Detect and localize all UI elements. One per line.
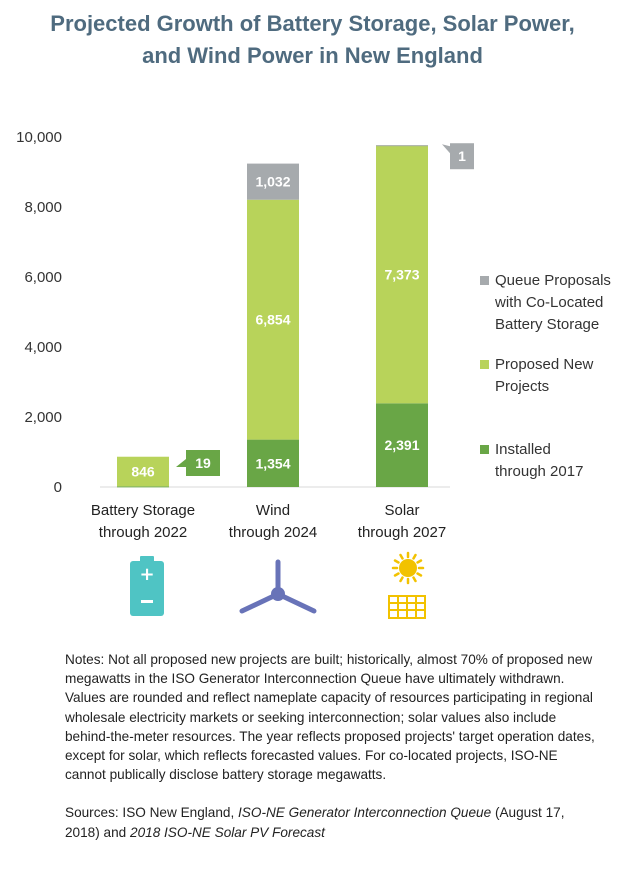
- data-label: 1,032: [255, 174, 290, 190]
- data-label: 6,854: [255, 312, 290, 328]
- data-label: 2,391: [384, 437, 419, 453]
- sun-ray: [416, 572, 423, 577]
- bars: 19 846 1,354 6,854 1,032 2,391 7,373 1: [117, 143, 474, 488]
- category-label: Wind: [256, 502, 290, 519]
- category-label: Battery Storage: [91, 502, 195, 519]
- y-tick-label: 4,000: [24, 339, 62, 356]
- wind-turbine-icon: [239, 559, 317, 614]
- sources-middle: (August 17, 2018) and: [65, 805, 565, 840]
- sources-doc-1: ISO-NE Generator Interconnection Queue: [238, 805, 492, 821]
- legend-label: Queue Proposals: [495, 272, 611, 289]
- sun-ray: [412, 576, 417, 583]
- legend-swatch: [480, 445, 489, 454]
- bar-segment: [117, 456, 169, 487]
- sun-ray: [399, 553, 404, 560]
- stacked-bar-chart: 0 2,000 4,000 6,000 8,000 10,000 19 846 1,354 6,…: [16, 129, 611, 619]
- data-label: 1: [458, 148, 466, 164]
- legend-label: Proposed New: [495, 356, 594, 373]
- data-label: 19: [195, 455, 211, 471]
- bar-segment: [376, 145, 428, 404]
- sources-doc-2: 2018 ISO-NE Solar PV Forecast: [130, 824, 325, 840]
- data-label-box: [186, 450, 220, 476]
- data-label: 1,354: [255, 455, 290, 471]
- category-label: Solar: [384, 502, 419, 519]
- y-tick-label: 0: [54, 479, 62, 496]
- y-tick-label: 8,000: [24, 199, 62, 216]
- category-labels: Battery Storage through 2022 Wind through 2…: [91, 502, 446, 541]
- legend-label: Battery Storage: [495, 316, 599, 333]
- sun-ray: [412, 553, 417, 560]
- data-label-pointer: [442, 144, 450, 154]
- legend-label: through 2017: [495, 463, 583, 480]
- battery-icon: +: [130, 556, 164, 616]
- legend-label: with Co-Located: [494, 294, 603, 311]
- sun-ray: [399, 576, 404, 583]
- bar-segment: [376, 145, 428, 147]
- y-axis: 0 2,000 4,000 6,000 8,000 10,000: [16, 129, 62, 496]
- sun-ray: [393, 559, 400, 564]
- chart-title-line-2: and Wind Power in New England: [142, 43, 483, 68]
- category-icons: +: [130, 551, 426, 619]
- legend-label: Installed: [495, 441, 551, 458]
- sun-ray: [416, 559, 423, 564]
- bar-segment: [247, 163, 299, 200]
- legend-label: Projects: [495, 378, 549, 395]
- svg-text:+: +: [139, 564, 154, 585]
- bar-segment: [247, 199, 299, 440]
- notes-block: Notes: Not all proposed new projects are…: [65, 650, 595, 842]
- bar-segment: [247, 439, 299, 487]
- bar-segment: [376, 403, 428, 487]
- category-label: through 2024: [229, 524, 317, 541]
- sources-prefix: Sources: ISO New England,: [65, 805, 239, 821]
- category-label: through 2022: [99, 524, 187, 541]
- bar-segment: [117, 486, 169, 488]
- sources-text: Sources: ISO New England, ISO-NE Generat…: [65, 803, 595, 841]
- data-label: 7,373: [384, 266, 419, 282]
- chart-title-line-1: Projected Growth of Battery Storage, Sol…: [50, 11, 575, 36]
- y-tick-label: 6,000: [24, 269, 62, 286]
- legend: Queue Proposals with Co-Located Battery St…: [480, 272, 611, 480]
- legend-swatch: [480, 276, 489, 285]
- data-label: 846: [131, 464, 155, 480]
- data-label-box: [450, 143, 474, 170]
- category-label: through 2027: [358, 524, 446, 541]
- y-tick-label: 2,000: [24, 409, 62, 426]
- data-label-pointer: [176, 459, 186, 467]
- notes-text: Notes: Not all proposed new projects are…: [65, 652, 595, 783]
- sun-ray: [393, 572, 400, 577]
- legend-swatch: [480, 360, 489, 369]
- y-tick-label: 10,000: [16, 129, 62, 146]
- chart-title: Projected Growth of Battery Storage, Sol…: [0, 8, 625, 72]
- solar-panel-icon: [388, 551, 426, 619]
